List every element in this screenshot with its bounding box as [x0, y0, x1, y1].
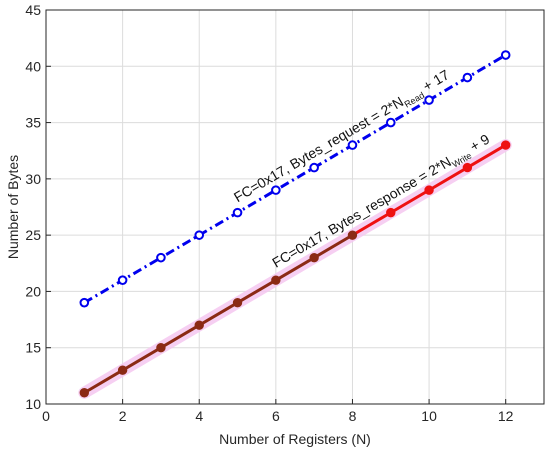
data-point [156, 343, 166, 353]
x-tick-label: 8 [349, 408, 357, 424]
data-point [347, 230, 358, 240]
data-point [462, 162, 473, 173]
data-point [309, 252, 319, 263]
y-tick-label: 15 [25, 340, 41, 356]
data-point [117, 365, 128, 375]
series-response [78, 139, 512, 399]
grid [45, 9, 544, 405]
data-point [424, 95, 434, 105]
data-point [386, 207, 396, 218]
y-tick-label: 25 [25, 227, 41, 243]
x-tick-label: 2 [119, 408, 127, 424]
x-axis-label: Number of Registers (N) [219, 431, 371, 447]
data-point [500, 140, 511, 150]
x-tick-label: 4 [195, 408, 203, 424]
plot-frame [45, 9, 545, 405]
data-point [271, 185, 281, 195]
y-tick-label: 45 [25, 2, 41, 18]
data-point [79, 297, 90, 308]
data-point [347, 140, 358, 150]
x-tick-label: 10 [421, 408, 437, 424]
data-point [194, 230, 205, 240]
data-point [500, 50, 511, 60]
series-line [83, 53, 507, 304]
data-point [194, 320, 204, 330]
data-point [79, 388, 90, 398]
series-layer [78, 50, 512, 399]
data-point [232, 207, 243, 218]
y-tick-label: 10 [25, 396, 41, 412]
data-point [117, 275, 128, 285]
y-tick-label: 30 [25, 171, 41, 187]
data-point [271, 275, 281, 285]
y-tick-label: 20 [25, 283, 41, 299]
data-point [156, 252, 166, 263]
axis-ticks: 0 2 4 6 8 10 12 10 15 20 25 30 35 40 45 [25, 2, 513, 424]
y-tick-label: 40 [25, 58, 41, 74]
series-request [79, 50, 511, 308]
x-tick-label: 6 [272, 408, 280, 424]
y-tick-label: 35 [25, 115, 41, 131]
data-point [462, 72, 473, 83]
y-axis-label: Number of Bytes [5, 155, 21, 259]
series-line [83, 233, 354, 395]
data-point [232, 297, 243, 308]
data-point [424, 185, 434, 195]
data-point [309, 162, 319, 173]
x-tick-label: 12 [498, 408, 514, 424]
data-point [385, 117, 396, 128]
x-tick-label: 0 [42, 408, 50, 424]
